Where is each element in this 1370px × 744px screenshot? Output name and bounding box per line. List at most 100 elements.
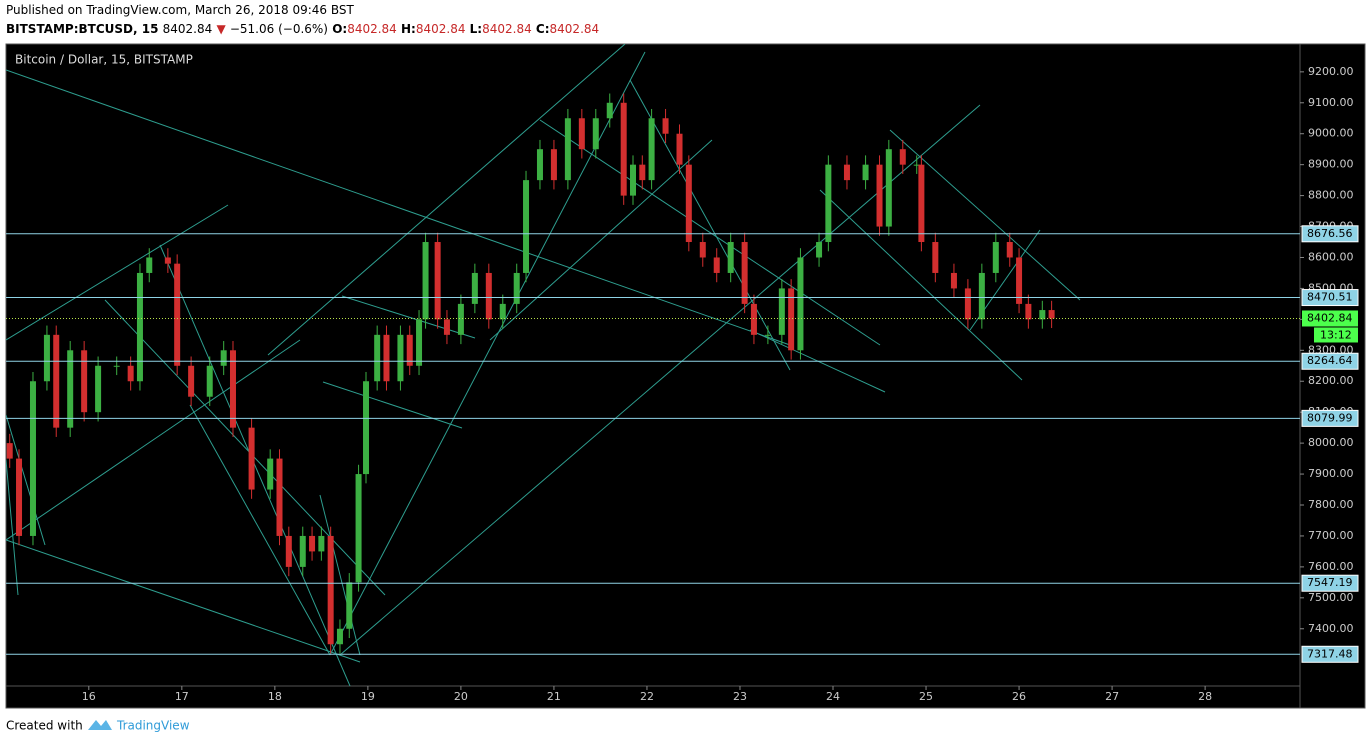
candle-body xyxy=(843,164,850,181)
y-tick-label: 8900.00 xyxy=(1308,158,1354,171)
brand-logo xyxy=(88,720,112,730)
level-label: 8676.56 xyxy=(1307,227,1353,240)
x-tick-label: 22 xyxy=(640,690,654,703)
candle-body xyxy=(964,288,971,320)
candle-body xyxy=(564,118,571,181)
trend-lines xyxy=(6,44,1081,686)
trend-line xyxy=(539,119,881,346)
candle-body xyxy=(536,149,543,181)
trend-line xyxy=(339,104,981,656)
trend-line xyxy=(819,189,1023,381)
candle-body xyxy=(885,149,892,227)
candle-body xyxy=(606,102,613,119)
level-label: 8079.99 xyxy=(1307,411,1353,424)
trend-line xyxy=(159,244,351,686)
trend-line xyxy=(6,414,46,546)
level-label: 8264.64 xyxy=(1307,354,1353,367)
candle-body xyxy=(248,427,255,490)
candle-body xyxy=(206,365,213,397)
x-tick-label: 28 xyxy=(1198,690,1212,703)
candle-body xyxy=(676,133,683,165)
candle-body xyxy=(318,535,325,552)
chart-title: Bitcoin / Dollar, 15, BITSTAMP xyxy=(15,53,193,67)
candle-body xyxy=(876,164,883,227)
candle-body xyxy=(1006,242,1013,258)
footer-created: Created with xyxy=(6,719,83,733)
candle-body xyxy=(346,582,353,629)
candle-body xyxy=(127,365,134,382)
close-label: C: xyxy=(535,22,550,36)
quote-line: BITSTAMP:BTCUSD, 15 8402.84 ▼ −51.06 (−0… xyxy=(6,22,599,36)
arrow: ▼ xyxy=(216,22,226,36)
last-price-label: 8402.84 xyxy=(1307,311,1353,324)
candle-body xyxy=(978,272,985,320)
candle-body xyxy=(764,334,771,336)
y-tick-label: 7700.00 xyxy=(1308,529,1354,542)
candle-body xyxy=(397,334,404,382)
x-tick-label: 24 xyxy=(826,690,840,703)
y-tick-label: 7500.00 xyxy=(1308,591,1354,604)
high-label: H: xyxy=(401,22,416,36)
y-tick-label: 9000.00 xyxy=(1308,127,1354,140)
candle-body xyxy=(336,628,343,645)
candle-body xyxy=(374,334,381,382)
level-label-box xyxy=(1301,225,1359,243)
candle-body xyxy=(550,149,557,181)
candle-body xyxy=(383,334,390,382)
level-label-box xyxy=(1301,574,1359,592)
trend-line xyxy=(629,79,791,371)
candle-body xyxy=(727,242,734,273)
open-label: O: xyxy=(332,22,348,36)
candle-body xyxy=(174,263,181,366)
open: 8402.84 xyxy=(347,22,397,36)
x-tick-label: 17 xyxy=(175,690,189,703)
candle-body xyxy=(457,303,464,335)
candle-body xyxy=(992,242,999,273)
candle-body xyxy=(113,365,120,367)
trend-line xyxy=(322,381,463,429)
candle-body xyxy=(629,164,636,196)
trend-line xyxy=(104,299,386,596)
y-tick-label: 7900.00 xyxy=(1308,467,1354,480)
candle-body xyxy=(741,242,748,304)
candle-body xyxy=(713,257,720,273)
candle-body xyxy=(309,535,316,552)
trend-line xyxy=(189,404,331,656)
candle-body xyxy=(950,272,957,289)
candle-body xyxy=(229,350,236,428)
x-tick-label: 27 xyxy=(1105,690,1119,703)
level-label: 7317.48 xyxy=(1307,647,1353,660)
y-tick-label: 7400.00 xyxy=(1308,622,1354,635)
y-tick-label: 8800.00 xyxy=(1308,189,1354,202)
candle-body xyxy=(648,118,655,181)
trend-line xyxy=(6,69,791,346)
candle-body xyxy=(592,118,599,150)
candle-body xyxy=(81,350,88,413)
candle-body xyxy=(220,350,227,366)
candle-body xyxy=(788,288,795,351)
y-tick-label: 7600.00 xyxy=(1308,560,1354,573)
countdown-label: 13:12 xyxy=(1320,328,1352,341)
y-tick-label: 8600.00 xyxy=(1308,250,1354,263)
low: 8402.84 xyxy=(482,22,532,36)
candle-body xyxy=(267,458,274,490)
trend-line xyxy=(6,459,19,596)
candle-body xyxy=(913,164,920,166)
candle-body xyxy=(778,288,785,335)
candle-body xyxy=(797,257,804,351)
candle-body xyxy=(95,365,102,413)
candle-body xyxy=(825,164,832,243)
candle-body xyxy=(662,118,669,134)
x-tick-label: 18 xyxy=(268,690,282,703)
candle-body xyxy=(899,149,906,165)
candle-body xyxy=(443,319,450,335)
high: 8402.84 xyxy=(415,22,466,36)
candle-body xyxy=(1039,310,1046,320)
low-label: L: xyxy=(469,22,483,36)
candle-body xyxy=(276,458,283,536)
level-label-box xyxy=(1301,645,1359,663)
candle-body xyxy=(523,180,530,273)
trend-line xyxy=(319,494,361,656)
candle-body xyxy=(471,272,478,304)
